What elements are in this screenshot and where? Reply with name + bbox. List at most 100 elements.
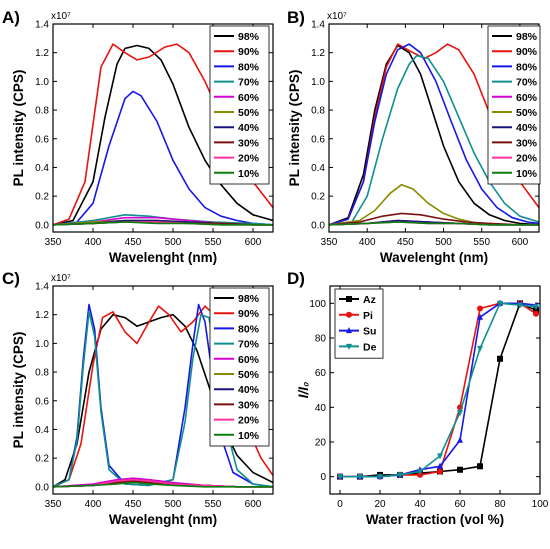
y-tick-label: 0.8: [35, 106, 49, 117]
series-line-70pct: [329, 54, 539, 226]
x-axis-title: Wavelenght (nm): [109, 512, 217, 527]
legend-label: 40%: [238, 384, 260, 396]
panel-label: A): [2, 8, 20, 27]
panel-b: B) 350 400 450 500 550 600 0.0 0.2 0.4 0.6 0.8 1.0 1.…: [287, 8, 541, 265]
legend-label: 60%: [238, 354, 260, 366]
y-tick-label: 1.4: [35, 20, 49, 31]
panel-c: C) 350 400 450 500 550 600 0.0 0.2 0.4 0.6 0.8 1.0 1.…: [2, 269, 274, 527]
data-point: [457, 436, 463, 443]
legend-label: 20%: [238, 415, 260, 427]
legend-label: 30%: [238, 137, 260, 149]
series-line-80pct: [53, 90, 273, 226]
legend-label: 70%: [516, 77, 538, 89]
y-tick-label: 0.6: [35, 396, 49, 407]
legend-label: 10%: [238, 168, 260, 180]
y-tick-label: 1.4: [311, 20, 325, 31]
y-tick-label: 0.4: [35, 425, 49, 436]
y-tick-label: 0.8: [35, 368, 49, 379]
y-tick-label: 0.0: [311, 220, 325, 231]
x-tick-label: 450: [125, 499, 142, 510]
legend-label: 98%: [238, 293, 260, 305]
legend-label: 70%: [238, 77, 260, 89]
y-tick-label: 0.2: [35, 192, 49, 203]
x-axis-title: Wavelenght (nm): [380, 250, 488, 265]
legend-label: 80%: [238, 61, 260, 73]
y-tick-label: 60: [315, 368, 327, 379]
y-tick-label: 80: [315, 334, 327, 345]
x-tick-label: 500: [435, 237, 452, 248]
data-point: [437, 468, 443, 475]
y-tick-label: 1.2: [35, 48, 49, 59]
series-group: [329, 43, 539, 226]
plot-frame: [329, 285, 541, 495]
x-tick-label: 400: [85, 237, 102, 248]
ticks: 350 400 450 500 550 600 0.0 0.2 0.4 0.6 0.8 1.0 1.2 1…: [35, 20, 273, 248]
data-point: [533, 304, 539, 311]
legend-label: Su: [363, 326, 376, 338]
y-tick-label: 0.4: [35, 163, 49, 174]
x-tick-label: 550: [205, 499, 222, 510]
legend-label: 60%: [238, 92, 260, 104]
y-tick-label: 1.4: [35, 282, 49, 293]
legend: 98% 90% 80% 70% 60% 50% 40% 30% 20% 10%: [487, 25, 541, 185]
y-axis-title: PL intensity (CPS): [11, 332, 26, 449]
x-tick-label: 450: [125, 237, 142, 248]
legend-label: 80%: [238, 323, 260, 335]
data-point: [477, 463, 483, 470]
legend-label: 50%: [516, 107, 538, 119]
data-point: [337, 474, 343, 481]
data-point: [357, 474, 363, 481]
panel-d: D) 0 20 40 60 80 100 0 20 40 60 80 100 Water fraction…: [287, 269, 549, 527]
legend-label: 10%: [516, 168, 538, 180]
panel-label: B): [287, 8, 305, 27]
legend-label: 20%: [238, 153, 260, 165]
x-tick-label: 600: [512, 237, 529, 248]
series-group: [53, 43, 273, 226]
legend-label: 20%: [516, 153, 538, 165]
legend-label: 40%: [516, 122, 538, 134]
legend-label: 90%: [516, 46, 538, 58]
legend-marker: [346, 343, 352, 350]
x-tick-label: 350: [45, 237, 62, 248]
legend-label: 30%: [516, 137, 538, 149]
legend: 98% 90% 80% 70% 60% 50% 40% 30% 20% 10%: [209, 25, 270, 185]
x-tick-label: 400: [85, 499, 102, 510]
exponent-label: x10⁷: [51, 273, 71, 284]
data-point: [457, 410, 463, 417]
legend: 98% 90% 80% 70% 60% 50% 40% 30% 20% 10%: [209, 287, 270, 447]
x-tick-label: 350: [45, 499, 62, 510]
y-tick-label: 100: [309, 299, 326, 310]
x-tick-label: 600: [245, 499, 262, 510]
data-point: [517, 302, 523, 309]
data-point: [417, 468, 423, 475]
x-tick-label: 500: [165, 499, 182, 510]
data-point: [477, 305, 483, 312]
data-point: [457, 466, 463, 473]
legend-label: 30%: [238, 399, 260, 411]
legend-label: 40%: [238, 122, 260, 134]
panel-a: A) 350 400 450 500 550 600 0.0 0.2 0.4 0.6 0.8 1.0 1.…: [2, 8, 274, 265]
legend-label: 60%: [516, 92, 538, 104]
legend-label: 10%: [238, 430, 260, 442]
plot-frame: [52, 23, 274, 233]
y-tick-label: 0: [320, 472, 326, 483]
ticks: 350 400 450 500 550 600 0.0 0.2 0.4 0.6 0.8 1.0 1.2 1…: [311, 20, 539, 248]
series-line-10pct: [329, 221, 539, 226]
data-point: [377, 474, 383, 481]
legend-marker: [346, 311, 352, 318]
series-line-10pct: [53, 481, 273, 488]
legend-marker: [346, 327, 352, 334]
y-tick-label: 1.0: [35, 77, 49, 88]
legend-label: 98%: [516, 31, 538, 43]
y-axis-title: PL intensity (CPS): [11, 70, 26, 187]
y-tick-label: 20: [315, 438, 327, 449]
y-tick-label: 0.6: [311, 134, 325, 145]
plot-frame: [52, 285, 274, 495]
series-group: [337, 299, 539, 481]
exponent-label: x10⁷: [327, 11, 347, 22]
exponent-label: x10⁷: [51, 11, 71, 22]
legend-label: 98%: [238, 31, 260, 43]
panel-label: D): [287, 269, 305, 288]
x-tick-label: 100: [532, 499, 549, 510]
